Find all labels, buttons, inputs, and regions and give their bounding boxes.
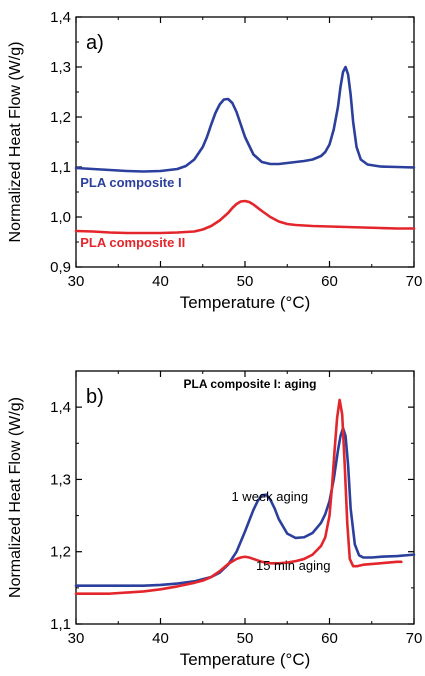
panel-a-ytick-label: 1,2 <box>50 109 71 126</box>
panel-b-y-axis-label: Normalized Heat Flow (W/g) <box>7 397 24 598</box>
panel-a-series-line-1 <box>74 65 416 173</box>
panel-b-xtick-label: 40 <box>152 630 169 647</box>
panel-b-ytick-label: 1,3 <box>50 471 71 488</box>
panel-a-xtick-label: 50 <box>237 273 254 290</box>
panel-a-y-axis-label: Normalized Heat Flow (W/g) <box>7 42 24 243</box>
panel-a-ytick-label: 0,9 <box>50 259 71 276</box>
panel-b-title: PLA composite I: aging <box>184 377 317 391</box>
panel-b-xtick-label: 30 <box>68 630 85 647</box>
panel-a-plot-frame <box>75 16 415 268</box>
panel-a-ytick-label: 1,1 <box>50 159 71 176</box>
panel-b-panel-label: b) <box>86 386 104 408</box>
panel-a-xtick-label: 30 <box>68 273 85 290</box>
panel-b-series-line-2 <box>74 398 403 595</box>
panel-a-xtick-label: 70 <box>406 273 423 290</box>
panel-b-xtick-label: 60 <box>321 630 338 647</box>
panel-a-panel-label: a) <box>86 32 104 54</box>
panel-b-xtick-label: 70 <box>406 630 423 647</box>
panel-a-series-label-1: PLA composite I <box>80 175 181 190</box>
panel-b-series-label-1: 1 week aging <box>231 489 308 504</box>
panel-a-x-axis-label: Temperature (°C) <box>180 293 311 312</box>
panel-b-xtick-label: 50 <box>237 630 254 647</box>
panel-b-series-label-2: 15 min aging <box>256 558 330 573</box>
panel-a-xtick-label: 40 <box>152 273 169 290</box>
panel-a-ytick-label: 1,4 <box>50 9 71 26</box>
panel-a-series-line-2 <box>74 199 416 235</box>
panel-a-xtick-label: 60 <box>321 273 338 290</box>
panel-b-x-axis-label: Temperature (°C) <box>180 650 311 669</box>
panel-b-series-line-1 <box>74 426 416 587</box>
panel-b-ytick-label: 1,2 <box>50 544 71 561</box>
panel-a-ytick-label: 1,0 <box>50 209 71 226</box>
panel-b-ytick-label: 1,1 <box>50 616 71 633</box>
panel-b-ytick-label: 1,4 <box>50 399 71 416</box>
panel-a-ytick-label: 1,3 <box>50 59 71 76</box>
panel-a-series-label-2: PLA composite II <box>80 235 185 250</box>
